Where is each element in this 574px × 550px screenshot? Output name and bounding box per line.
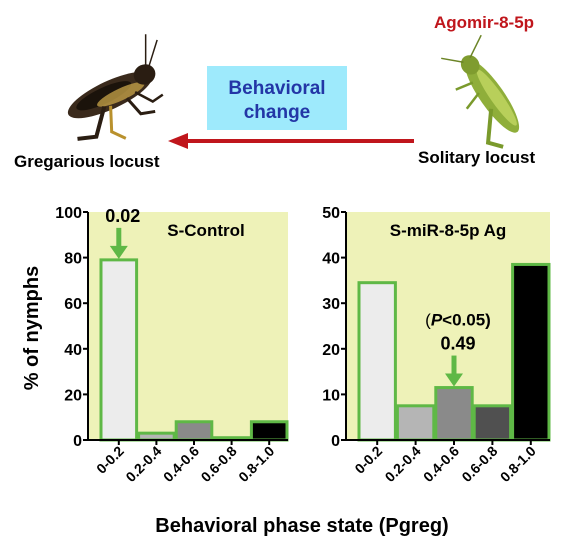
bar-0.2-0.4 [137, 431, 176, 442]
x-tick-label: 0.6-0.8 [198, 443, 240, 485]
treatment-label: Agomir-8-5p [434, 13, 534, 32]
x-tick-label: 0.2-0.4 [382, 443, 424, 485]
y-tick-label: 50 [322, 205, 340, 222]
significance-label: (P<0.05) [425, 311, 491, 330]
annotation-arrow-head [445, 373, 463, 387]
x-tick-label: 0.8-1.0 [235, 443, 277, 485]
annotation-value: 0.49 [440, 334, 475, 354]
y-tick-label: 0 [331, 433, 340, 450]
gregarious-locust-image [67, 34, 164, 141]
bar-0.4-0.6 [174, 420, 214, 442]
chart-panel-s-mir-8-5p-ag: 0 10 20 30 40 50 0-0.20.2-0.40.4-0.60.6-0.80.8… [322, 205, 551, 485]
y-tick-label: 20 [322, 342, 340, 359]
y-axis-title: % of nymphs [21, 266, 43, 390]
x-tick-label: 0.4-0.6 [160, 443, 202, 485]
bar-0.6-0.8 [472, 404, 513, 442]
behavioral-change-box [207, 66, 347, 130]
x-tick-label: 0-0.2 [351, 443, 385, 477]
solitary-locust-image [441, 34, 520, 149]
y-tick-label: 10 [322, 387, 340, 404]
x-tick-label: 0.2-0.4 [122, 443, 164, 485]
bar-0.8-1.0 [249, 420, 289, 442]
behavioral-change-arrow [168, 133, 414, 149]
bar-0.2-0.4 [395, 404, 436, 442]
behavioral-change-line2: change [244, 102, 311, 123]
gregarious-locust-label: Gregarious locust [14, 152, 160, 171]
behavioral-change-line1: Behavioral [228, 78, 325, 99]
y-tick-label: 0 [73, 433, 82, 450]
annotation-value: 0.02 [105, 206, 140, 226]
chart-panel-s-control: 0204060801000-0.20.2-0.40.4-0.60.6-0.80.… [55, 205, 289, 485]
x-tick-label: 0.6-0.8 [458, 443, 500, 485]
chart-title: S-miR-8-5p Ag [390, 221, 507, 240]
x-axis-title: Behavioral phase state (Pgreg) [155, 515, 448, 537]
y-tick-label: 80 [64, 251, 82, 268]
chart-title: S-Control [167, 221, 244, 240]
bar-0-0.2 [357, 281, 397, 442]
bar-0-0.2 [99, 258, 139, 442]
x-tick-label: 0.4-0.6 [420, 443, 462, 485]
y-tick-label: 30 [322, 296, 340, 313]
bar-0.8-1.0 [511, 262, 551, 442]
bar-0.4-0.6 [434, 386, 474, 442]
y-tick-label: 100 [55, 205, 82, 222]
y-tick-label: 40 [322, 251, 340, 268]
annotation-arrow-head [109, 245, 128, 259]
x-tick-label: 0.8-1.0 [497, 443, 539, 485]
x-tick-label: 0-0.2 [93, 443, 127, 477]
y-tick-label: 40 [64, 342, 82, 359]
y-tick-label: 60 [64, 296, 82, 313]
solitary-locust-label: Solitary locust [418, 148, 535, 167]
y-tick-label: 20 [64, 387, 82, 404]
